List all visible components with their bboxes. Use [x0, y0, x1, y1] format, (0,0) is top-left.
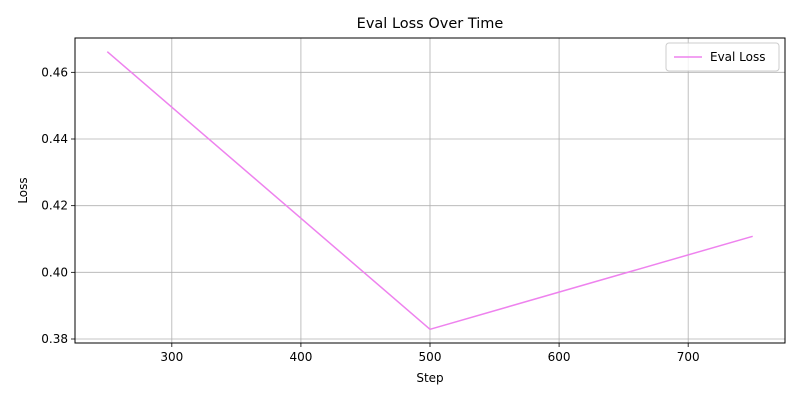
series-line-eval-loss — [106, 51, 753, 331]
y-tick-label: 0.46 — [41, 65, 68, 79]
x-axis-ticks: 300 400 500 600 700 — [160, 343, 700, 364]
x-tick-label: 700 — [677, 350, 700, 364]
series-layer — [106, 51, 753, 331]
y-axis-ticks: 0.38 0.40 0.42 0.44 0.46 — [41, 65, 75, 346]
y-tick-label: 0.40 — [41, 265, 68, 279]
grid — [75, 38, 785, 343]
legend-label: Eval Loss — [710, 50, 766, 64]
y-tick-label: 0.38 — [41, 332, 68, 346]
legend-box — [665, 42, 780, 72]
x-tick-label: 600 — [548, 350, 571, 364]
x-tick-label: 500 — [419, 350, 442, 364]
y-tick-label: 0.44 — [41, 132, 68, 146]
x-axis-label: Step — [416, 371, 443, 385]
chart-title: Eval Loss Over Time — [357, 16, 504, 32]
x-tick-label: 300 — [160, 350, 183, 364]
x-tick-label: 400 — [289, 350, 312, 364]
y-axis-label: Loss — [16, 177, 30, 203]
legend: Eval Loss — [665, 42, 780, 72]
y-tick-label: 0.42 — [41, 199, 68, 213]
